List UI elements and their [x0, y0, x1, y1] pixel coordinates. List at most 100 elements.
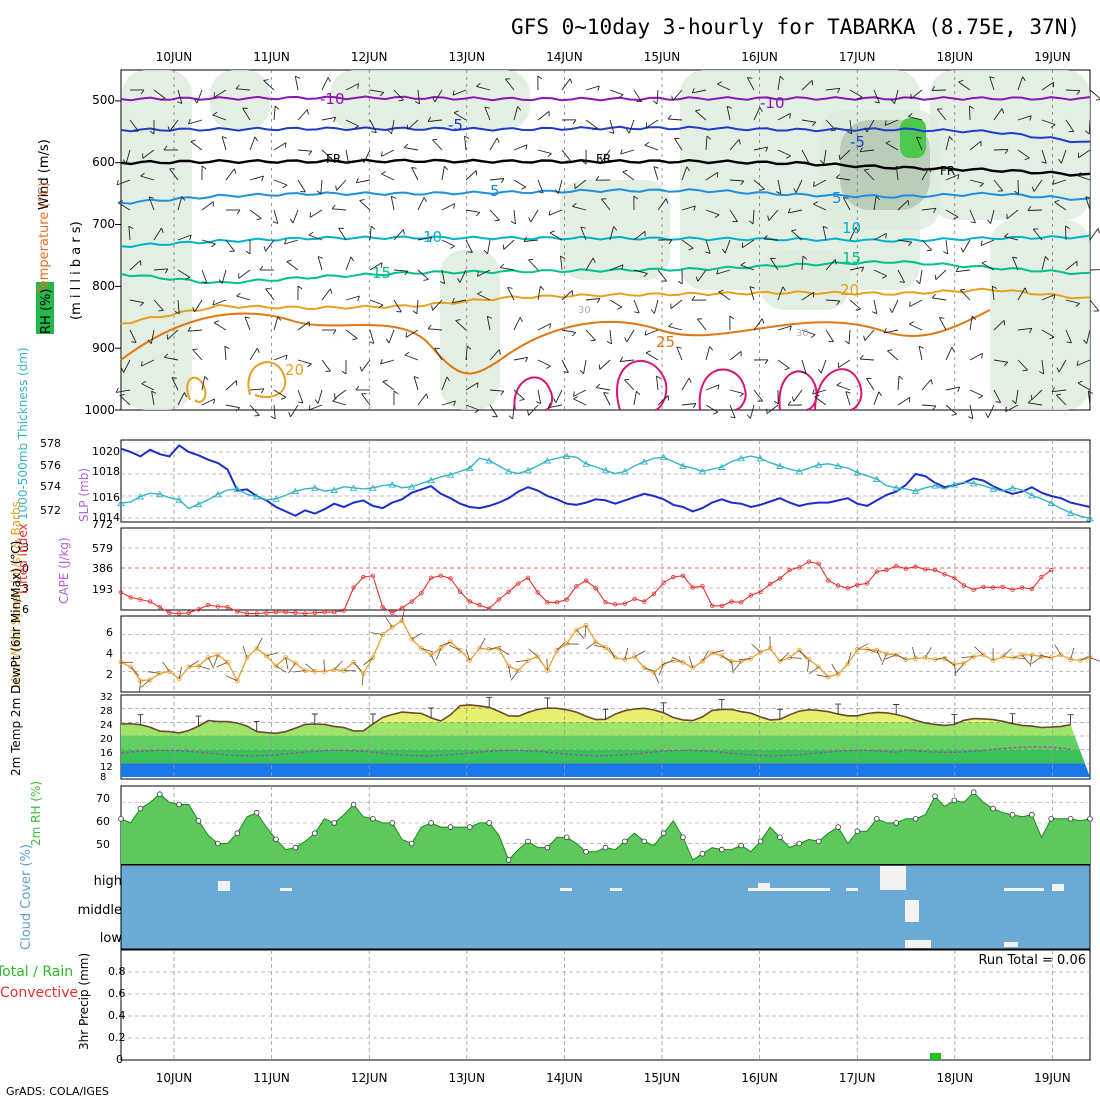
pressure-tick-1000: 1000	[84, 403, 115, 417]
rh-marker	[351, 802, 356, 807]
wind-barb	[495, 220, 500, 221]
cloud-cell	[218, 881, 230, 891]
date-top-17jun: 17JUN	[839, 50, 876, 64]
rh-marker	[196, 819, 201, 824]
rh-panel: 50 60 70 2m RH (%)	[29, 781, 1092, 864]
isotherm-label-m5: -5	[448, 116, 463, 134]
isotherm-label-m10-b: -10	[760, 94, 785, 112]
temp-tick-24: 24	[100, 720, 113, 731]
date-bottom-16jun: 16JUN	[741, 1071, 778, 1085]
rh-marker	[293, 845, 298, 850]
date-bottom-15jun: 15JUN	[644, 1071, 681, 1085]
rh-marker	[467, 825, 472, 830]
rh-marker	[971, 790, 976, 795]
pressure-tick-700: 700	[92, 217, 115, 231]
rh-marker	[584, 849, 589, 854]
rh-marker	[371, 816, 376, 821]
isotherm-label-fr-c: FR	[940, 164, 955, 178]
wind-barb	[529, 259, 534, 260]
chart-title: GFS 0~10day 3-hourly for TABARKA (8.75E,…	[511, 15, 1080, 39]
precip-tick-04: 0.4	[108, 1009, 126, 1022]
rh-marker	[758, 839, 763, 844]
date-bottom-17jun: 17JUN	[839, 1071, 876, 1085]
rh-marker	[952, 798, 957, 803]
cloud-cell	[610, 888, 622, 891]
wind-barb	[476, 171, 477, 176]
precip-axis-title: 3hr Precip (mm)	[77, 953, 91, 1050]
rh-marker	[661, 831, 666, 836]
rh-marker	[797, 841, 802, 846]
thickness-axis-title: 1000-500mb Thickness (dm)	[16, 347, 30, 520]
rh-shade-region	[440, 250, 500, 410]
temp-band	[121, 736, 1090, 750]
date-bottom-10jun: 10JUN	[156, 1071, 193, 1085]
rh-marker	[545, 845, 550, 850]
precip-tick-06: 0.6	[108, 987, 126, 1000]
date-top-12jun: 12JUN	[351, 50, 388, 64]
rh-marker	[623, 839, 628, 844]
rh-marker	[138, 806, 143, 811]
date-top-18jun: 18JUN	[937, 50, 974, 64]
precip-bar	[930, 1053, 941, 1060]
precip-panel: 0 0.2 0.4 0.6 0.8 3hr Precip (mm) Total …	[0, 950, 1090, 1066]
isotherm-label-5-b: 5	[832, 189, 842, 207]
rh-marker	[603, 845, 608, 850]
cape-tick-579: 579	[92, 542, 113, 555]
rh-axis: 50 60 70	[96, 792, 110, 851]
rh-marker	[836, 825, 841, 830]
cloud-cell	[1052, 884, 1064, 891]
rh-marker	[409, 841, 414, 846]
rh-marker	[855, 829, 860, 834]
wind-tick-2: 2	[106, 668, 113, 681]
cape-axis-title: CAPE (J/kg)	[57, 537, 71, 604]
rh-marker	[332, 821, 337, 826]
temp-tick-16: 16	[100, 748, 113, 759]
cloud-middle-label: middle	[78, 903, 122, 918]
cloud-cell	[758, 883, 770, 891]
wind-barb	[994, 150, 1008, 151]
rh-marker	[254, 810, 259, 815]
date-bottom-19jun: 19JUN	[1034, 1071, 1071, 1085]
wind-axis: 2 4 6	[106, 626, 113, 681]
legend-rh: RH (%)	[39, 289, 54, 334]
slp-tick-1016: 1016	[92, 491, 120, 504]
rh-marker	[216, 841, 221, 846]
cape-tick-193: 193	[92, 583, 113, 596]
rh-marker	[1068, 816, 1073, 821]
wind-barb	[591, 340, 596, 341]
rh-shade-region	[122, 70, 192, 410]
rh-marker	[448, 825, 453, 830]
date-top-11jun: 11JUN	[253, 50, 290, 64]
date-top-15jun: 15JUN	[644, 50, 681, 64]
temp-axis-title: 2m Temp 2m DewPt (6hr Min/Max) (°C)	[9, 541, 23, 776]
rh-tick-50: 50	[96, 838, 110, 851]
isotherm-label-25: 25	[656, 333, 675, 351]
rh-marker	[564, 835, 569, 840]
rh-marker	[913, 816, 918, 821]
temp-tick-8: 8	[100, 772, 106, 783]
isotherm-label-20: 20	[840, 281, 859, 299]
rh-marker	[506, 858, 511, 863]
wind-barb	[599, 365, 600, 370]
cape-tick-386: 386	[92, 562, 113, 575]
wind-barb	[1018, 180, 1019, 194]
thickness-tick-578: 578	[40, 437, 61, 450]
date-top-16jun: 16JUN	[741, 50, 778, 64]
temp-axis: 8 12 16 20 24 28 32	[100, 692, 113, 783]
wind-barb	[668, 396, 669, 401]
rh-marker	[700, 851, 705, 856]
wind-barb	[572, 291, 573, 296]
pressure-tick-900: 900	[92, 341, 115, 355]
rh-marker	[274, 837, 279, 842]
wind-barb	[1066, 226, 1067, 240]
rh-tick-70: 70	[96, 792, 110, 805]
rh-shade-region	[900, 118, 926, 158]
wind-barb	[932, 90, 946, 91]
cloud-high-label: high	[94, 874, 122, 889]
wind-barb	[158, 310, 163, 311]
isotherm-label-fr-b: FR	[596, 152, 611, 166]
pressure-tick-500: 500	[92, 93, 115, 107]
rh-marker	[778, 835, 783, 840]
